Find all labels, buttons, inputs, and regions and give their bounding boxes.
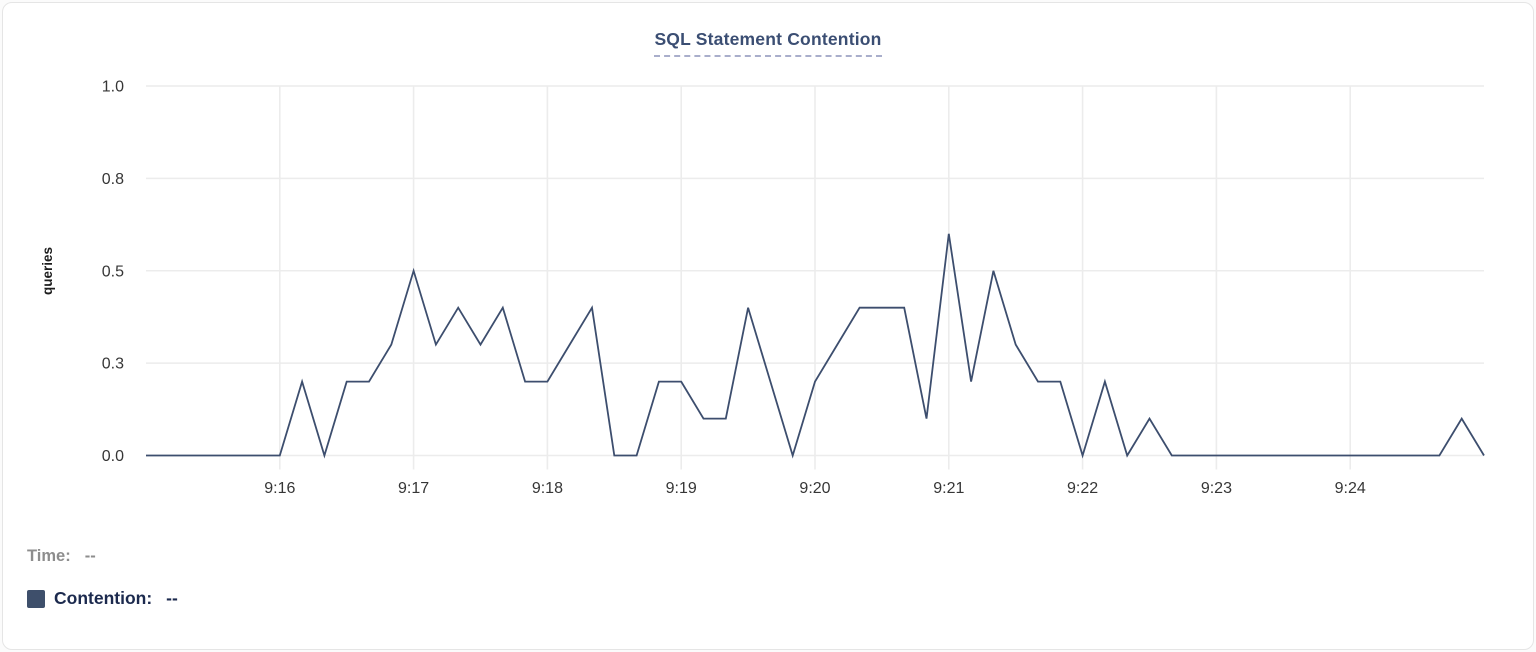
legend-time-row: Time: -- [27,547,178,566]
legend-time-label: Time: [27,547,71,565]
y-axis-tick-labels: 1.0 0.8 0.5 0.3 0.0 [102,79,124,466]
svg-text:0.8: 0.8 [102,171,124,188]
contention-chart[interactable]: 1.0 0.8 0.5 0.3 0.0 9:16 9:17 9:18 9:19 9:20 9:21… [3,3,1534,523]
svg-text:0.0: 0.0 [102,448,124,465]
legend-contention-value: -- [166,588,178,608]
svg-text:9:18: 9:18 [532,480,563,497]
svg-text:9:20: 9:20 [799,480,830,497]
legend-contention-row: Contention: -- [27,588,178,609]
vertical-gridlines [278,86,1351,470]
svg-text:9:19: 9:19 [666,480,697,497]
chart-title-link[interactable]: SQL Statement Contention [654,29,882,57]
svg-text:9:22: 9:22 [1067,480,1098,497]
svg-text:1.0: 1.0 [102,79,124,96]
svg-text:9:17: 9:17 [398,480,429,497]
legend-time-value: -- [84,547,96,565]
svg-text:9:23: 9:23 [1201,480,1232,497]
x-axis-tick-labels: 9:16 9:17 9:18 9:19 9:20 9:21 9:22 9:23 9:24 [264,480,1366,497]
svg-text:9:24: 9:24 [1335,480,1366,497]
legend-contention-label: Contention: [54,588,153,608]
contention-line [146,233,1485,459]
hover-legend: Time: -- Contention: -- [27,547,178,631]
svg-text:9:21: 9:21 [933,480,964,497]
contention-series-swatch [27,589,45,608]
svg-text:0.3: 0.3 [102,356,124,373]
chart-header: SQL Statement Contention [3,29,1533,57]
y-axis-title: queries [40,247,55,295]
svg-text:9:16: 9:16 [264,480,295,497]
svg-text:0.5: 0.5 [102,263,124,280]
